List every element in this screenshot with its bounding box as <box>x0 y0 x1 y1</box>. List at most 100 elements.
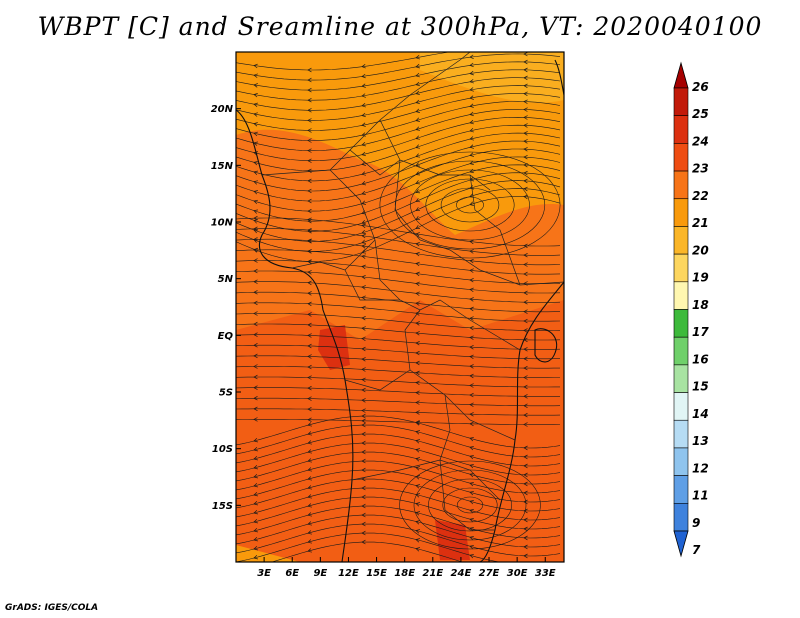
streamline-arrow <box>415 400 420 405</box>
streamline-arrow <box>415 547 420 552</box>
streamline <box>236 61 561 91</box>
colorbar-label: 26 <box>692 80 709 94</box>
streamline-arrow <box>415 439 420 444</box>
streamline <box>236 260 561 284</box>
streamline-arrow <box>415 99 420 105</box>
streamline-arrow <box>361 377 366 382</box>
streamline-arrow <box>307 548 312 553</box>
streamline-arrow <box>361 458 366 464</box>
colorbar-swatch <box>673 419 689 449</box>
streamline-arrow <box>469 454 474 460</box>
streamline-arrow <box>415 117 420 122</box>
streamline-arrow <box>253 226 258 231</box>
streamline-arrow <box>524 563 528 567</box>
lat-tick-label: 20N <box>211 104 234 115</box>
streamline-arrow <box>361 431 366 437</box>
streamline <box>236 424 561 458</box>
streamline-arrow <box>253 199 258 205</box>
streamline-arrow <box>469 79 474 84</box>
streamline-arrow <box>253 300 258 306</box>
streamline-arrow <box>361 142 366 147</box>
streamline-arrow <box>469 144 474 149</box>
streamline-arrow <box>523 147 528 152</box>
streamline-arrow <box>415 189 421 194</box>
streamline-arrow <box>307 440 312 445</box>
streamline <box>236 302 561 322</box>
streamline-arrow <box>415 350 420 356</box>
streamline-arrow <box>469 481 474 487</box>
lon-tick-label: 27E <box>479 568 500 579</box>
streamline-arrow <box>307 422 312 427</box>
colorbar-swatch <box>673 143 689 172</box>
streamline-vortex <box>456 496 484 514</box>
streamline-arrow <box>253 228 258 234</box>
streamline <box>236 164 561 222</box>
streamline <box>236 505 561 539</box>
streamline-arrow <box>307 354 312 359</box>
streamline-arrow <box>253 321 258 327</box>
streamline-arrow <box>253 395 258 401</box>
streamline-arrow <box>361 181 366 186</box>
streamline-arrow <box>253 268 258 274</box>
streamline-arrow <box>523 508 528 514</box>
streamline-arrow <box>307 138 312 143</box>
streamline-arrow <box>415 261 420 267</box>
streamline-arrow <box>469 62 474 68</box>
streamline-arrow <box>307 188 312 194</box>
streamline-arrow <box>415 135 420 140</box>
country-borders <box>261 52 564 531</box>
streamline-arrow <box>253 491 258 497</box>
streamline-arrow <box>523 553 528 559</box>
streamline-arrow <box>415 241 420 247</box>
colorbar-swatch <box>673 309 689 338</box>
streamline-arrow <box>469 535 474 541</box>
streamline-arrow <box>469 297 474 302</box>
streamline-arrow <box>469 95 474 100</box>
streamline-arrow <box>523 194 528 200</box>
streamline-arrow <box>415 340 420 346</box>
streamline-arrow <box>523 394 528 399</box>
streamline-arrow <box>361 220 366 225</box>
streamline-arrow <box>253 112 258 117</box>
streamline-arrow <box>469 392 474 398</box>
streamline <box>236 419 561 425</box>
streamline-arrow <box>253 290 258 295</box>
streamline-arrow <box>469 268 474 273</box>
streamline-arrow <box>361 440 366 446</box>
streamline-vortex <box>442 487 498 523</box>
streamline <box>236 313 561 331</box>
colorbar-label: 17 <box>692 325 709 339</box>
lat-tick-label: 10S <box>212 444 233 455</box>
streamline-arrow <box>523 422 528 427</box>
streamline-arrow <box>361 190 366 196</box>
streamline-arrow <box>253 279 258 284</box>
streamline-arrow <box>253 417 258 422</box>
streamline-arrow <box>307 77 312 83</box>
streamline-arrow <box>307 148 312 153</box>
streamline-arrow <box>253 518 258 524</box>
streamline-arrow <box>307 291 312 296</box>
streamline <box>236 366 560 378</box>
streamline-arrow <box>523 365 528 371</box>
lon-tick-label: 12E <box>338 568 359 579</box>
streamline <box>236 53 561 81</box>
streamline-arrow <box>361 254 366 259</box>
streamline-arrow <box>523 59 528 65</box>
streamline-arrow <box>253 455 258 461</box>
streamline-arrow <box>361 512 366 518</box>
streamline-arrow <box>253 406 258 412</box>
streamline-arrow <box>523 328 528 333</box>
streamline-arrow <box>307 406 312 412</box>
streamline <box>236 270 561 294</box>
streamline-arrow <box>415 207 421 212</box>
streamline-arrow <box>415 251 420 257</box>
streamline-arrow <box>469 508 474 514</box>
lat-tick-label: 10N <box>211 218 234 229</box>
streamline-arrow <box>415 55 420 60</box>
streamline-arrow <box>253 446 258 452</box>
streamline-arrow <box>361 315 366 321</box>
streamline-arrow <box>361 467 366 473</box>
streamline-arrow <box>523 170 528 176</box>
streamline-arrow <box>253 437 258 443</box>
streamline-arrow <box>253 170 258 175</box>
